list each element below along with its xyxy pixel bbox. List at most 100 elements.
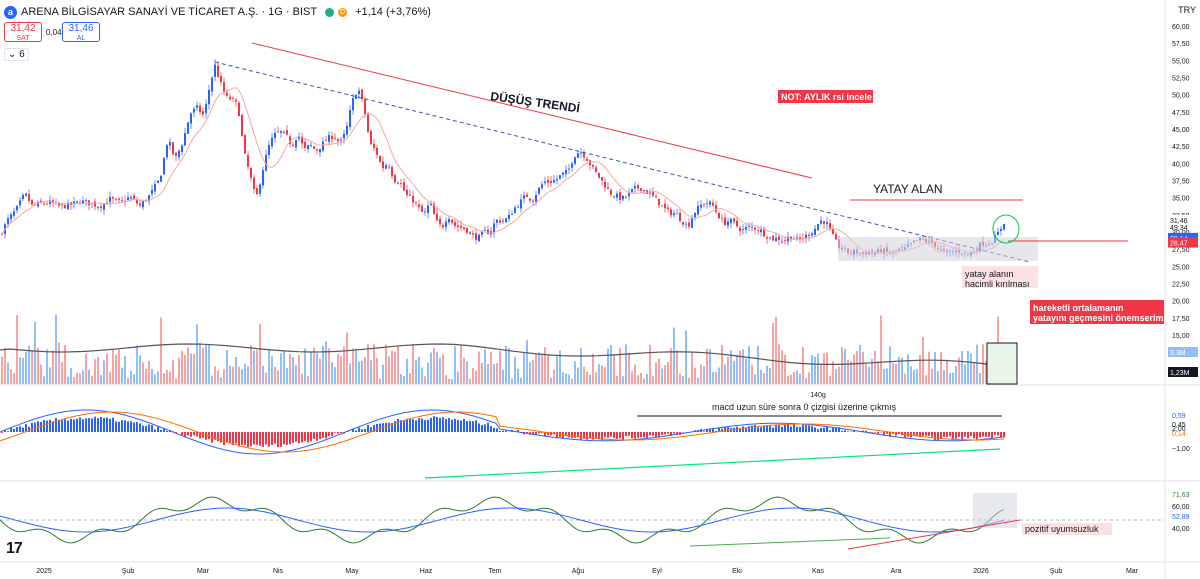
- candle-body: [415, 202, 417, 204]
- candle-body: [496, 219, 498, 223]
- candle-body: [562, 172, 564, 175]
- volume-bar: [904, 373, 906, 384]
- macd-histogram-bar: [637, 432, 639, 438]
- symbol-title[interactable]: ARENA BİLGİSAYAR SANAYİ VE TİCARET A.Ş. …: [21, 6, 318, 18]
- rsi-divergence-arrow: [847, 519, 1021, 550]
- volume-bar: [607, 348, 609, 384]
- macd-histogram-bar: [295, 432, 297, 442]
- candle-body: [655, 196, 657, 198]
- candle-body: [520, 199, 522, 209]
- candle-body: [607, 187, 609, 189]
- macd-histogram-bar: [961, 432, 963, 440]
- volume-bar: [307, 376, 309, 384]
- price-axis: 60,00 57,50 55,00 52,50 50,00 47,50 45,00 42,50…: [36, 0, 1198, 579]
- volume-bar: [937, 371, 939, 384]
- volume-bar: [451, 378, 453, 384]
- x-tick-label: Ara: [891, 568, 902, 575]
- candle-body: [379, 156, 381, 163]
- volume-bar: [169, 371, 171, 384]
- volume-bar: [646, 374, 648, 384]
- volume-bar: [154, 374, 156, 384]
- macd-histogram-bar: [538, 432, 540, 434]
- macd-histogram-bar: [772, 427, 774, 432]
- macd-histogram-bar: [661, 432, 663, 435]
- candle-body: [328, 134, 330, 142]
- volume-bar: [913, 369, 915, 384]
- volume-bar: [493, 363, 495, 384]
- candle-body: [463, 227, 465, 230]
- volume-bar: [34, 322, 36, 384]
- macd-histogram-bar: [955, 432, 957, 439]
- volume-bar: [859, 344, 861, 384]
- macd-histogram-bar: [73, 419, 75, 432]
- volume-bar: [220, 377, 222, 384]
- candle-body: [772, 235, 774, 241]
- candle-body: [13, 211, 15, 216]
- macd-histogram-bar: [199, 432, 201, 439]
- macd-histogram-bar: [664, 432, 666, 435]
- candle-body: [544, 181, 546, 184]
- macd-histogram-bar: [763, 425, 765, 432]
- macd-histogram-bar: [10, 427, 12, 432]
- candle-body: [181, 145, 183, 153]
- macd-histogram-bar: [820, 428, 822, 432]
- macd-histogram-bar: [337, 432, 339, 434]
- macd-histogram-bar: [568, 432, 570, 438]
- downtrend-arrow: [251, 42, 813, 179]
- volume-bar: [568, 374, 570, 384]
- volume-bar: [298, 355, 300, 384]
- volume-bar: [595, 372, 597, 384]
- macd-histogram-bar: [823, 427, 825, 432]
- macd-tick-label: −1,00: [1172, 446, 1190, 453]
- macd-histogram-bar: [592, 432, 594, 440]
- macd-histogram-bar: [22, 427, 24, 432]
- sell-button[interactable]: 31,42 SAT: [4, 22, 42, 42]
- candle-body: [184, 133, 186, 146]
- volume-bar: [889, 346, 891, 384]
- currency-label[interactable]: TRY: [1178, 5, 1196, 15]
- macd-histogram-bar: [814, 427, 816, 432]
- volume-bar: [541, 353, 543, 384]
- volume-bar: [106, 353, 108, 384]
- candle-body: [211, 77, 213, 92]
- volume-bar: [862, 351, 864, 384]
- candle-body: [487, 229, 489, 235]
- buy-button[interactable]: 31,46 AL: [62, 22, 100, 42]
- volume-bar: [715, 371, 717, 384]
- macd-histogram-bar: [616, 432, 618, 439]
- macd-histogram-bar: [883, 432, 885, 436]
- macd-histogram-bar: [451, 419, 453, 432]
- volume-bar: [313, 347, 315, 384]
- candle-body: [637, 185, 639, 189]
- ma-note-label: hareketli ortalamanın: [1033, 303, 1124, 313]
- volume-bar: [28, 345, 30, 384]
- macd-histogram-bar: [103, 417, 105, 432]
- volume-bar: [739, 350, 741, 384]
- x-tick-label: Nis: [273, 568, 284, 575]
- macd-histogram-bar: [862, 430, 864, 432]
- volume-bar: [784, 354, 786, 384]
- volume-bar: [976, 344, 978, 384]
- macd-histogram-bar: [673, 432, 675, 434]
- candle-body: [400, 182, 402, 184]
- volume-bar: [325, 341, 327, 384]
- candle-body: [595, 167, 597, 172]
- macd-histogram-bar: [100, 417, 102, 432]
- candle-body: [199, 105, 201, 113]
- volume-bar: [175, 378, 177, 384]
- macd-histogram-bar: [442, 417, 444, 432]
- breakout-label-2: hacimli kırılması: [965, 279, 1030, 289]
- candle-body: [43, 203, 45, 205]
- macd-histogram-bar: [118, 421, 120, 432]
- macd-histogram-bar: [631, 432, 633, 439]
- candle-body: [82, 200, 84, 204]
- indicator-toggle[interactable]: ⌄ 6: [4, 48, 29, 61]
- macd-histogram-bar: [217, 432, 219, 442]
- candle-body: [205, 104, 207, 114]
- range-label: YATAY ALAN: [873, 182, 943, 196]
- candle-body: [559, 175, 561, 179]
- candle-body: [424, 211, 426, 213]
- volume-bar: [871, 359, 873, 384]
- price-tick-label: 37,50: [1172, 179, 1190, 186]
